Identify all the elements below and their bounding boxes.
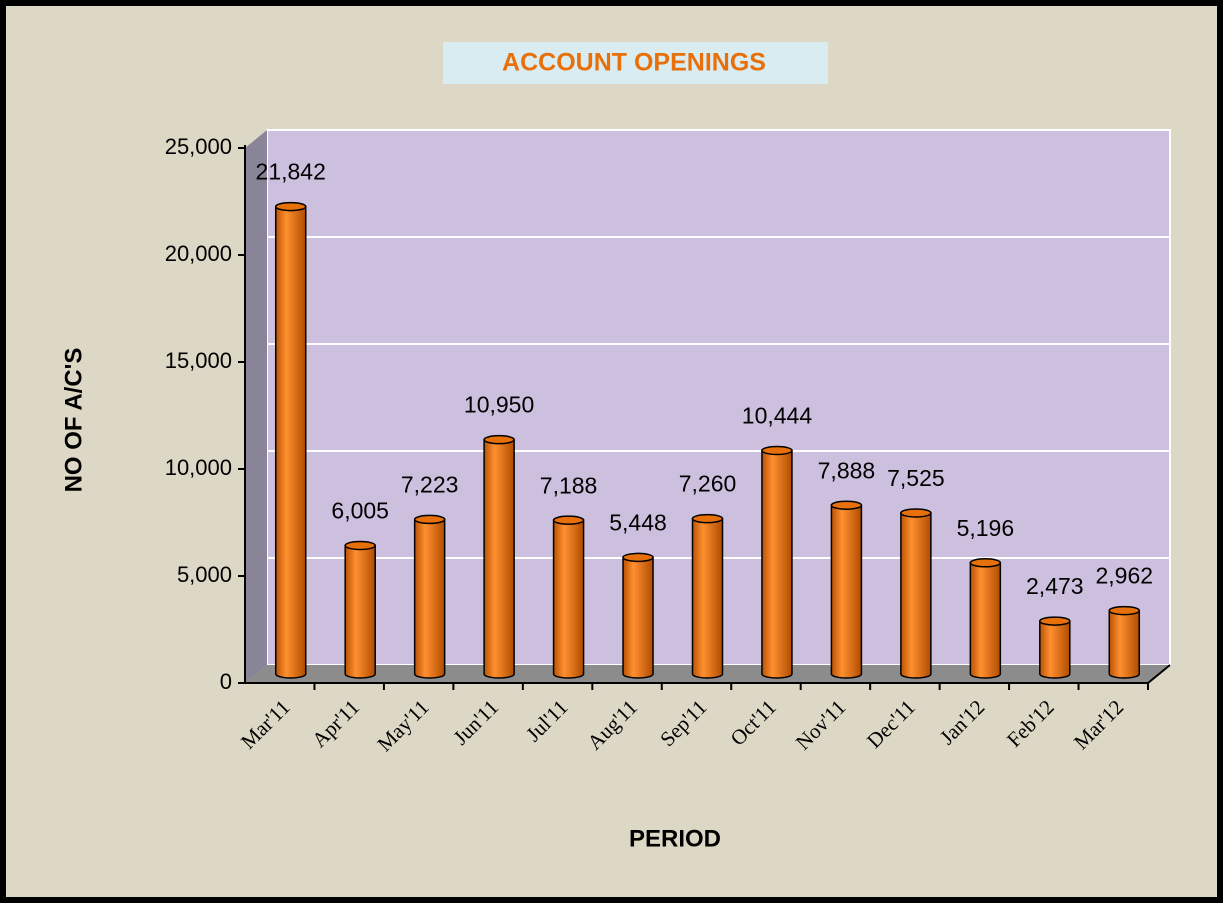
bar-body <box>761 449 793 679</box>
bar-body <box>830 504 863 679</box>
bar-top <box>761 445 793 456</box>
title-box <box>443 42 828 84</box>
bar <box>622 552 654 679</box>
bar-body <box>691 517 724 679</box>
data-label: 10,950 <box>464 392 534 418</box>
bar-body <box>413 518 446 679</box>
y-tick-label: 25,000 <box>165 134 232 159</box>
y-tick-label: 20,000 <box>165 241 232 266</box>
data-label: 5,448 <box>609 509 667 535</box>
bar <box>900 508 932 679</box>
data-label: 2,962 <box>1095 563 1153 589</box>
bar-body <box>552 519 585 679</box>
bar-top <box>483 434 515 445</box>
bar-top <box>552 515 585 525</box>
bar-body <box>1039 620 1071 679</box>
data-label: 6,005 <box>331 498 389 524</box>
bar <box>691 513 724 679</box>
bar <box>483 434 515 679</box>
data-label: 21,842 <box>256 159 326 185</box>
bar-top <box>274 201 307 212</box>
bar-body <box>1108 609 1141 679</box>
bar <box>969 558 1002 679</box>
data-label: 7,188 <box>540 472 598 498</box>
data-label: 2,473 <box>1026 573 1084 599</box>
bar-top <box>344 540 376 551</box>
bar-top <box>413 514 446 525</box>
bar <box>413 514 446 679</box>
data-label: 7,525 <box>887 465 945 491</box>
data-label: 7,888 <box>818 457 876 483</box>
bar-top <box>1108 605 1141 616</box>
bar-top <box>1039 616 1071 626</box>
data-label: 10,444 <box>742 403 813 429</box>
bar <box>830 500 863 679</box>
bar-body <box>622 556 654 679</box>
y-tick-label: 5,000 <box>177 562 232 587</box>
bar-top <box>830 500 863 510</box>
y-tick-label: 10,000 <box>165 455 232 480</box>
side-wall <box>245 130 267 683</box>
bar <box>344 540 376 679</box>
bar <box>552 515 585 679</box>
bar <box>274 201 307 679</box>
chart-title: ACCOUNT OPENINGS <box>502 49 766 77</box>
bar <box>761 445 793 679</box>
y-axis-title: NO OF A/C'S <box>60 348 87 493</box>
bar-top <box>691 513 724 524</box>
bar-top <box>900 508 932 518</box>
bar <box>1039 616 1071 679</box>
bar-top <box>622 552 654 563</box>
bar-body <box>344 544 376 679</box>
data-label: 7,223 <box>401 472 459 498</box>
data-label: 5,196 <box>957 515 1015 541</box>
bar-body <box>969 562 1002 679</box>
x-axis-title: PERIOD <box>629 825 721 852</box>
bar-body <box>483 438 515 679</box>
y-tick-label: 0 <box>220 669 232 694</box>
y-tick-label: 15,000 <box>165 348 232 373</box>
data-label: 7,260 <box>679 471 737 497</box>
bar-body <box>274 205 307 679</box>
bar-body <box>900 512 932 679</box>
bar-top <box>969 558 1002 568</box>
bar <box>1108 605 1141 679</box>
